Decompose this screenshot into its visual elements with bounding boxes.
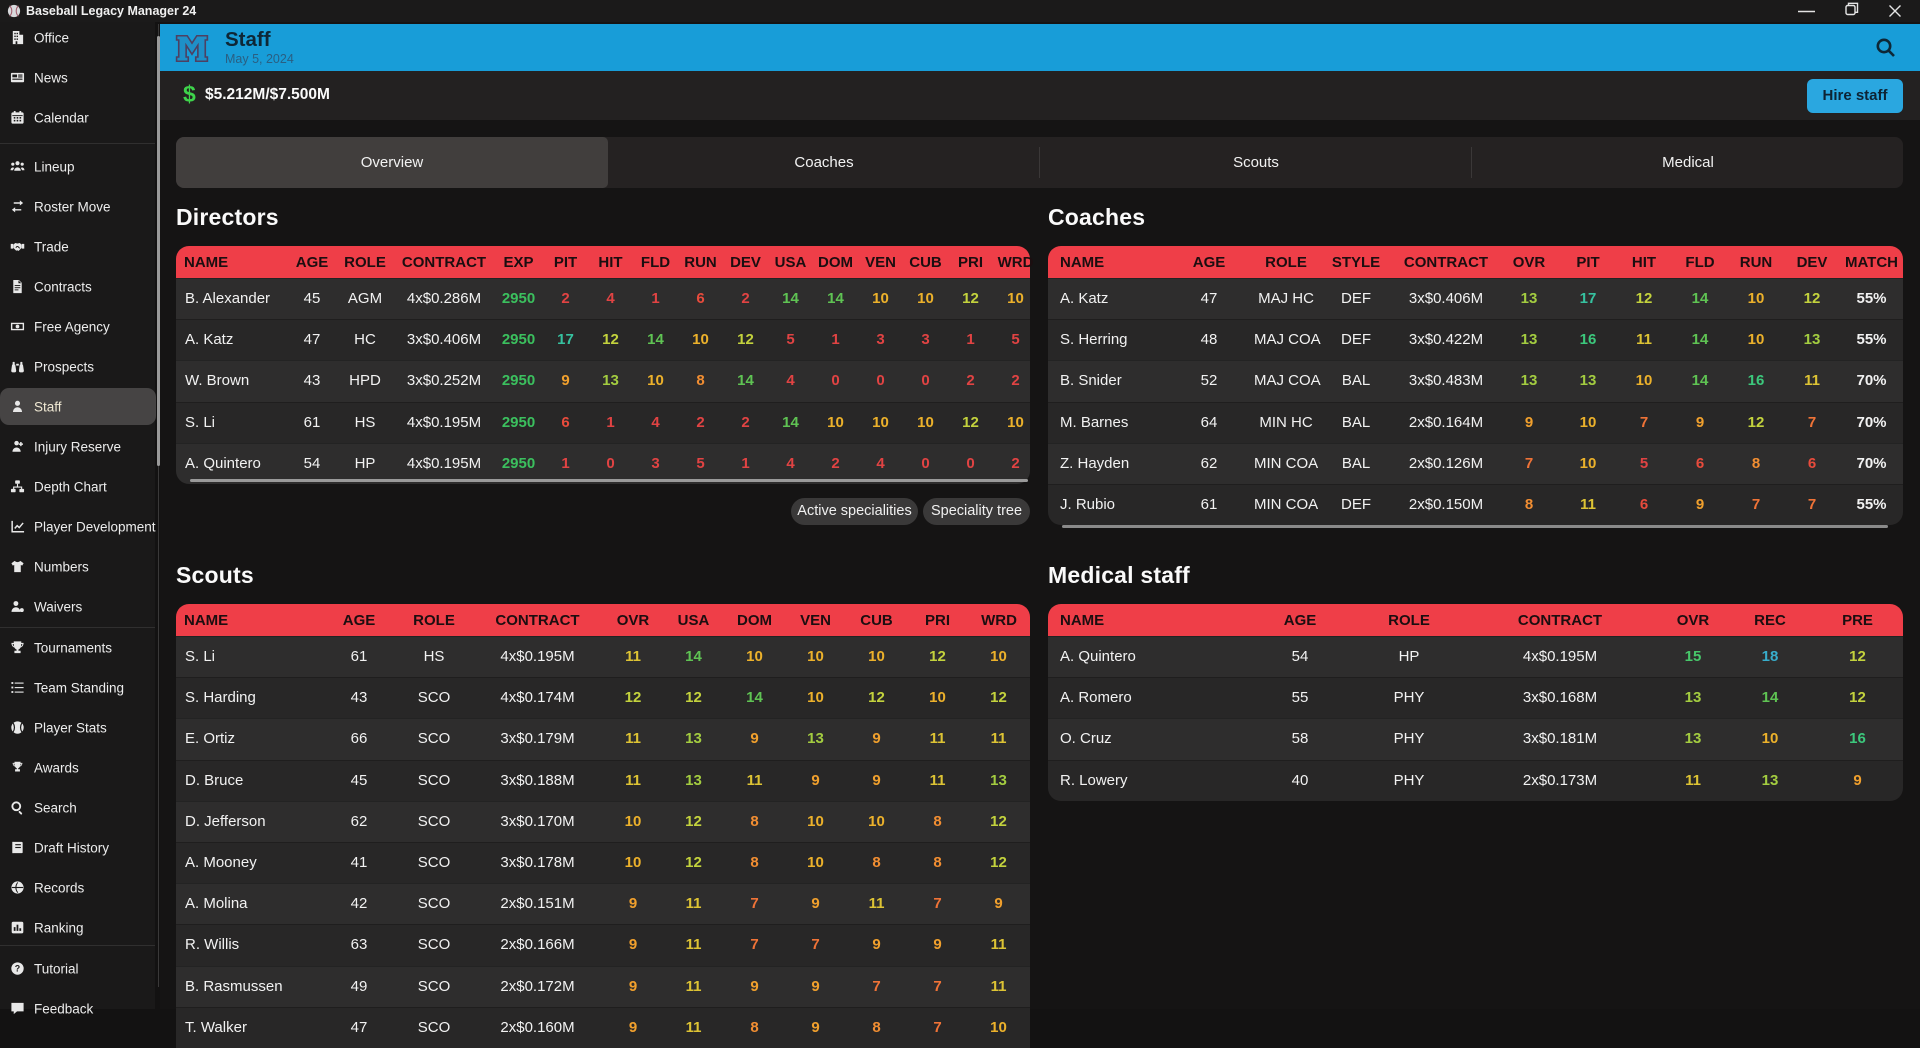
svg-text:?: ? <box>15 964 20 974</box>
